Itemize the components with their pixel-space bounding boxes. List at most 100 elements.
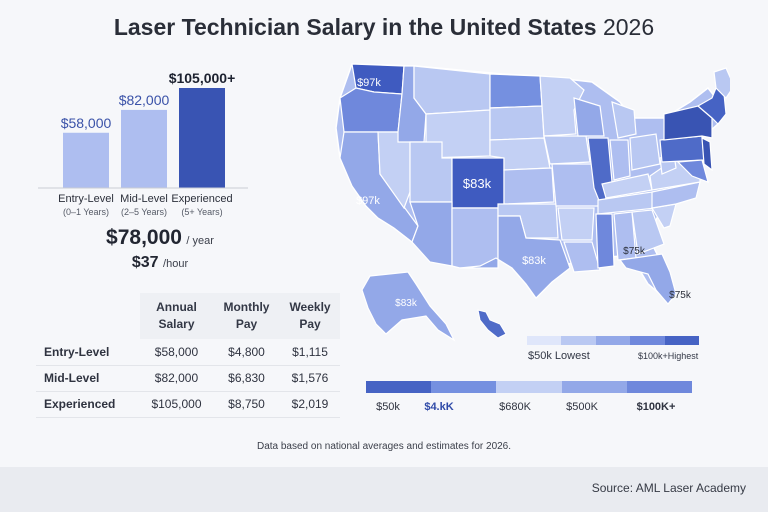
bar bbox=[179, 88, 225, 188]
table-corner bbox=[36, 293, 140, 339]
title-text: Laser Technician Salary in the United St… bbox=[113, 14, 597, 40]
monthly-pay-cell: $4,800 bbox=[212, 339, 281, 366]
bar bbox=[121, 109, 167, 188]
weekly-pay-cell: $2,019 bbox=[280, 391, 340, 418]
category-label: Experienced bbox=[171, 193, 232, 205]
average-hourly-value: $37 bbox=[131, 254, 159, 271]
salary-scale-labels: $50k $4.kK $680K $500K $100K+ bbox=[366, 401, 692, 415]
title-year: 2026 bbox=[602, 14, 655, 40]
table-header-row: Annual Salary Monthly Pay Weekly Pay bbox=[36, 293, 340, 339]
state-south-dakota bbox=[489, 105, 545, 141]
legend-swatch bbox=[630, 336, 665, 345]
state-arizona bbox=[409, 201, 453, 267]
scale-label: $4.kK bbox=[424, 401, 454, 413]
average-annual-unit: / year bbox=[186, 235, 214, 247]
state-florida bbox=[618, 253, 677, 305]
state-minnesota bbox=[539, 75, 585, 137]
row-label: Entry-Level bbox=[36, 339, 140, 366]
average-hourly-wage: $37 /hour bbox=[20, 254, 300, 272]
scale-label: $680K bbox=[499, 401, 531, 413]
map-label-florida: $75k bbox=[669, 290, 692, 301]
category-sublabel: (0–1 Years) bbox=[63, 207, 109, 217]
state-louisiana bbox=[563, 241, 601, 273]
source-credit: Source: AML Laser Academy bbox=[591, 481, 746, 495]
weekly-pay-cell: $1,576 bbox=[280, 365, 340, 392]
monthly-pay-cell: $6,830 bbox=[212, 365, 281, 392]
state-iowa bbox=[543, 135, 591, 165]
map-label-california: $97k bbox=[356, 195, 380, 207]
map-state-labels: $97k $97k $83k $83k $83k $75k $75k bbox=[356, 77, 692, 309]
scale-segment bbox=[626, 381, 693, 393]
table-row: Mid-Level $82,000 $6,830 $1,576 bbox=[36, 365, 340, 392]
table-row: Experienced $105,000 $8,750 $2,019 bbox=[36, 391, 340, 418]
state-maine bbox=[713, 67, 730, 99]
scale-label: $100K+ bbox=[636, 401, 676, 413]
legend-swatch bbox=[561, 336, 596, 345]
legend-swatch bbox=[664, 336, 700, 345]
state-kansas bbox=[503, 167, 555, 205]
state-michigan bbox=[611, 101, 637, 139]
state-arkansas bbox=[557, 207, 595, 241]
bar-value-label: $58,000 bbox=[61, 115, 112, 131]
header-weekly-pay: Weekly Pay bbox=[280, 293, 340, 339]
scale-label: $500K bbox=[566, 401, 598, 413]
legend-low-label: $50k Lowest bbox=[528, 350, 590, 362]
category-sublabel: (2–5 Years) bbox=[121, 207, 167, 217]
salary-scale-bar bbox=[366, 381, 693, 393]
category-sublabel: (5+ Years) bbox=[181, 207, 222, 217]
state-maryland bbox=[676, 159, 709, 183]
state-new-mexico bbox=[451, 207, 499, 269]
state-oregon bbox=[339, 87, 403, 133]
annual-salary-cell: $105,000 bbox=[140, 391, 213, 418]
scale-segment bbox=[496, 381, 562, 393]
annual-salary-cell: $82,000 bbox=[140, 365, 213, 392]
state-texas bbox=[459, 215, 571, 299]
map-color-legend bbox=[527, 336, 700, 345]
header-annual-salary: Annual Salary bbox=[140, 293, 213, 339]
state-alaska bbox=[361, 271, 456, 342]
state-wisconsin bbox=[573, 97, 605, 137]
pay-breakdown-table: Annual Salary Monthly Pay Weekly Pay Entry-… bbox=[36, 293, 340, 418]
state-mississippi bbox=[595, 213, 615, 269]
map-label-washington: $97k bbox=[357, 77, 381, 89]
header-monthly-pay: Monthly Pay bbox=[212, 293, 281, 339]
average-hourly-unit: /hour bbox=[163, 258, 189, 270]
bar-value-label: $105,000+ bbox=[169, 70, 236, 86]
legend-high-label: $100k+Highest bbox=[638, 351, 699, 361]
scale-segment bbox=[561, 381, 627, 393]
category-label: Entry-Level bbox=[58, 193, 114, 205]
category-label: Mid-Level bbox=[120, 193, 168, 205]
row-label: Experienced bbox=[36, 391, 140, 418]
table-row: Entry-Level $58,000 $4,800 $1,115 bbox=[36, 339, 340, 366]
row-label: Mid-Level bbox=[36, 365, 140, 392]
salary-bar-chart: $58,000 Entry-Level (0–1 Years) $82,000 Mid-… bbox=[38, 70, 248, 217]
legend-swatch bbox=[527, 336, 562, 345]
annual-salary-cell: $58,000 bbox=[140, 339, 213, 366]
state-georgia bbox=[631, 209, 665, 255]
state-new-england bbox=[696, 87, 727, 125]
state-ohio bbox=[629, 133, 661, 171]
footer: Source: AML Laser Academy bbox=[0, 467, 768, 512]
page-title: Laser Technician Salary in the United St… bbox=[0, 14, 768, 41]
map-label-colorado: $83k bbox=[463, 176, 492, 191]
weekly-pay-cell: $1,115 bbox=[280, 339, 340, 366]
state-indiana bbox=[609, 139, 631, 181]
map-label-texas: $83k bbox=[522, 255, 546, 267]
scale-label: $50k bbox=[376, 401, 400, 413]
data-note: Data based on national averages and esti… bbox=[256, 441, 512, 452]
legend-swatch bbox=[595, 336, 631, 345]
state-north-dakota bbox=[489, 73, 543, 109]
map-label-alaska: $83k bbox=[395, 298, 418, 309]
us-salary-map: $97k $97k $83k $83k $83k $75k $75k bbox=[335, 63, 730, 342]
average-annual-salary: $78,000 / year bbox=[20, 226, 300, 250]
state-hawaii bbox=[477, 309, 507, 339]
state-new-jersey bbox=[701, 136, 713, 172]
average-annual-value: $78,000 bbox=[106, 226, 182, 249]
bar-value-label: $82,000 bbox=[119, 92, 170, 108]
bar bbox=[63, 132, 109, 188]
scale-segment bbox=[431, 381, 497, 393]
scale-segment bbox=[366, 381, 432, 393]
map-label-georgia: $75k bbox=[623, 246, 646, 257]
state-montana bbox=[413, 65, 491, 115]
monthly-pay-cell: $8,750 bbox=[212, 391, 281, 418]
